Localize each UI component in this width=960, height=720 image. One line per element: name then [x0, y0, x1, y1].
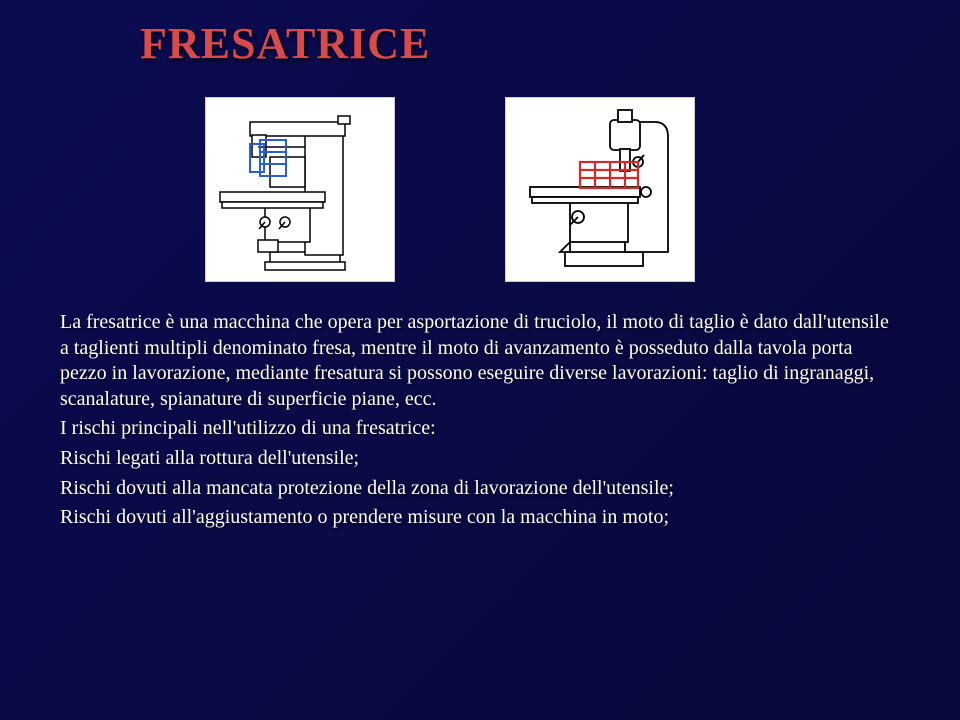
- machine-illustration-vertical: [505, 97, 695, 282]
- paragraph-risk-3: Rischi dovuti all'aggiustamento o prende…: [60, 505, 900, 531]
- body-text: La fresatrice è una macchina che opera p…: [0, 282, 960, 531]
- images-row: [0, 97, 960, 282]
- page-title: FRESATRICE: [0, 0, 960, 69]
- paragraph-risks-heading: I rischi principali nell'utilizzo di una…: [60, 416, 900, 442]
- paragraph-intro: La fresatrice è una macchina che opera p…: [60, 310, 900, 412]
- paragraph-risk-1: Rischi legati alla rottura dell'utensile…: [60, 446, 900, 472]
- machine-illustration-horizontal: [205, 97, 395, 282]
- paragraph-risk-2: Rischi dovuti alla mancata protezione de…: [60, 476, 900, 502]
